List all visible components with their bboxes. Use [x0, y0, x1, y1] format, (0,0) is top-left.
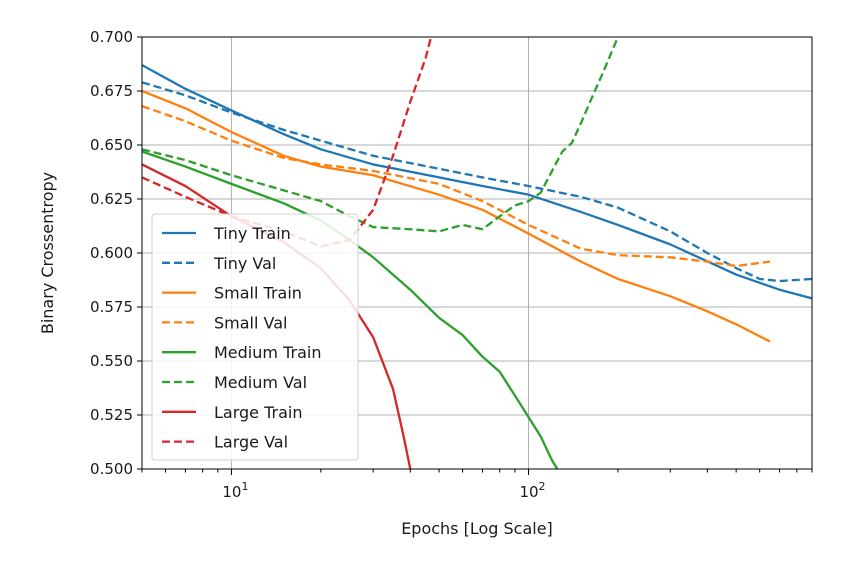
- y-tick-label: 0.650: [90, 136, 133, 154]
- legend-label: Small Val: [214, 313, 287, 332]
- legend-label: Medium Train: [214, 343, 321, 362]
- y-tick-label: 0.675: [90, 82, 133, 100]
- y-tick-label: 0.625: [90, 190, 133, 208]
- y-axis-label: Binary Crossentropy: [38, 172, 57, 334]
- y-tick-label: 0.700: [90, 28, 133, 46]
- legend-label: Tiny Train: [213, 224, 291, 243]
- x-tick-base: 10: [222, 483, 241, 501]
- x-axis-label: Epochs [Log Scale]: [401, 519, 553, 538]
- legend-label: Large Val: [214, 433, 288, 452]
- y-tick-label: 0.575: [90, 298, 133, 316]
- x-tick-exponent: 1: [241, 480, 248, 493]
- y-tick-label: 0.600: [90, 244, 133, 262]
- legend-label: Tiny Val: [213, 254, 276, 273]
- legend-box: [151, 213, 359, 461]
- x-tick-exponent: 2: [539, 480, 546, 493]
- series-line-tiny-val: [142, 81, 812, 283]
- series-line-small-train: [142, 89, 771, 343]
- series-line-small-val: [142, 105, 771, 268]
- series-line-medium-val: [142, 37, 620, 233]
- axis-ticks: 0.500 0.525 0.550 0.575 0.600 0.625 0.650 0.675…: [90, 28, 813, 501]
- x-tick-label: 101: [222, 480, 248, 501]
- y-tick-label: 0.500: [90, 460, 133, 478]
- legend: Tiny Train Tiny Val Small Train Small Val Me…: [151, 213, 359, 461]
- x-tick-base: 10: [519, 483, 538, 501]
- x-tick-label: 102: [519, 480, 545, 501]
- legend-label: Small Train: [214, 284, 302, 303]
- legend-label: Medium Val: [214, 373, 307, 392]
- legend-label: Large Train: [214, 403, 303, 422]
- y-tick-label: 0.525: [90, 406, 133, 424]
- y-tick-label: 0.550: [90, 352, 133, 370]
- series-line-medium-train: [142, 150, 559, 469]
